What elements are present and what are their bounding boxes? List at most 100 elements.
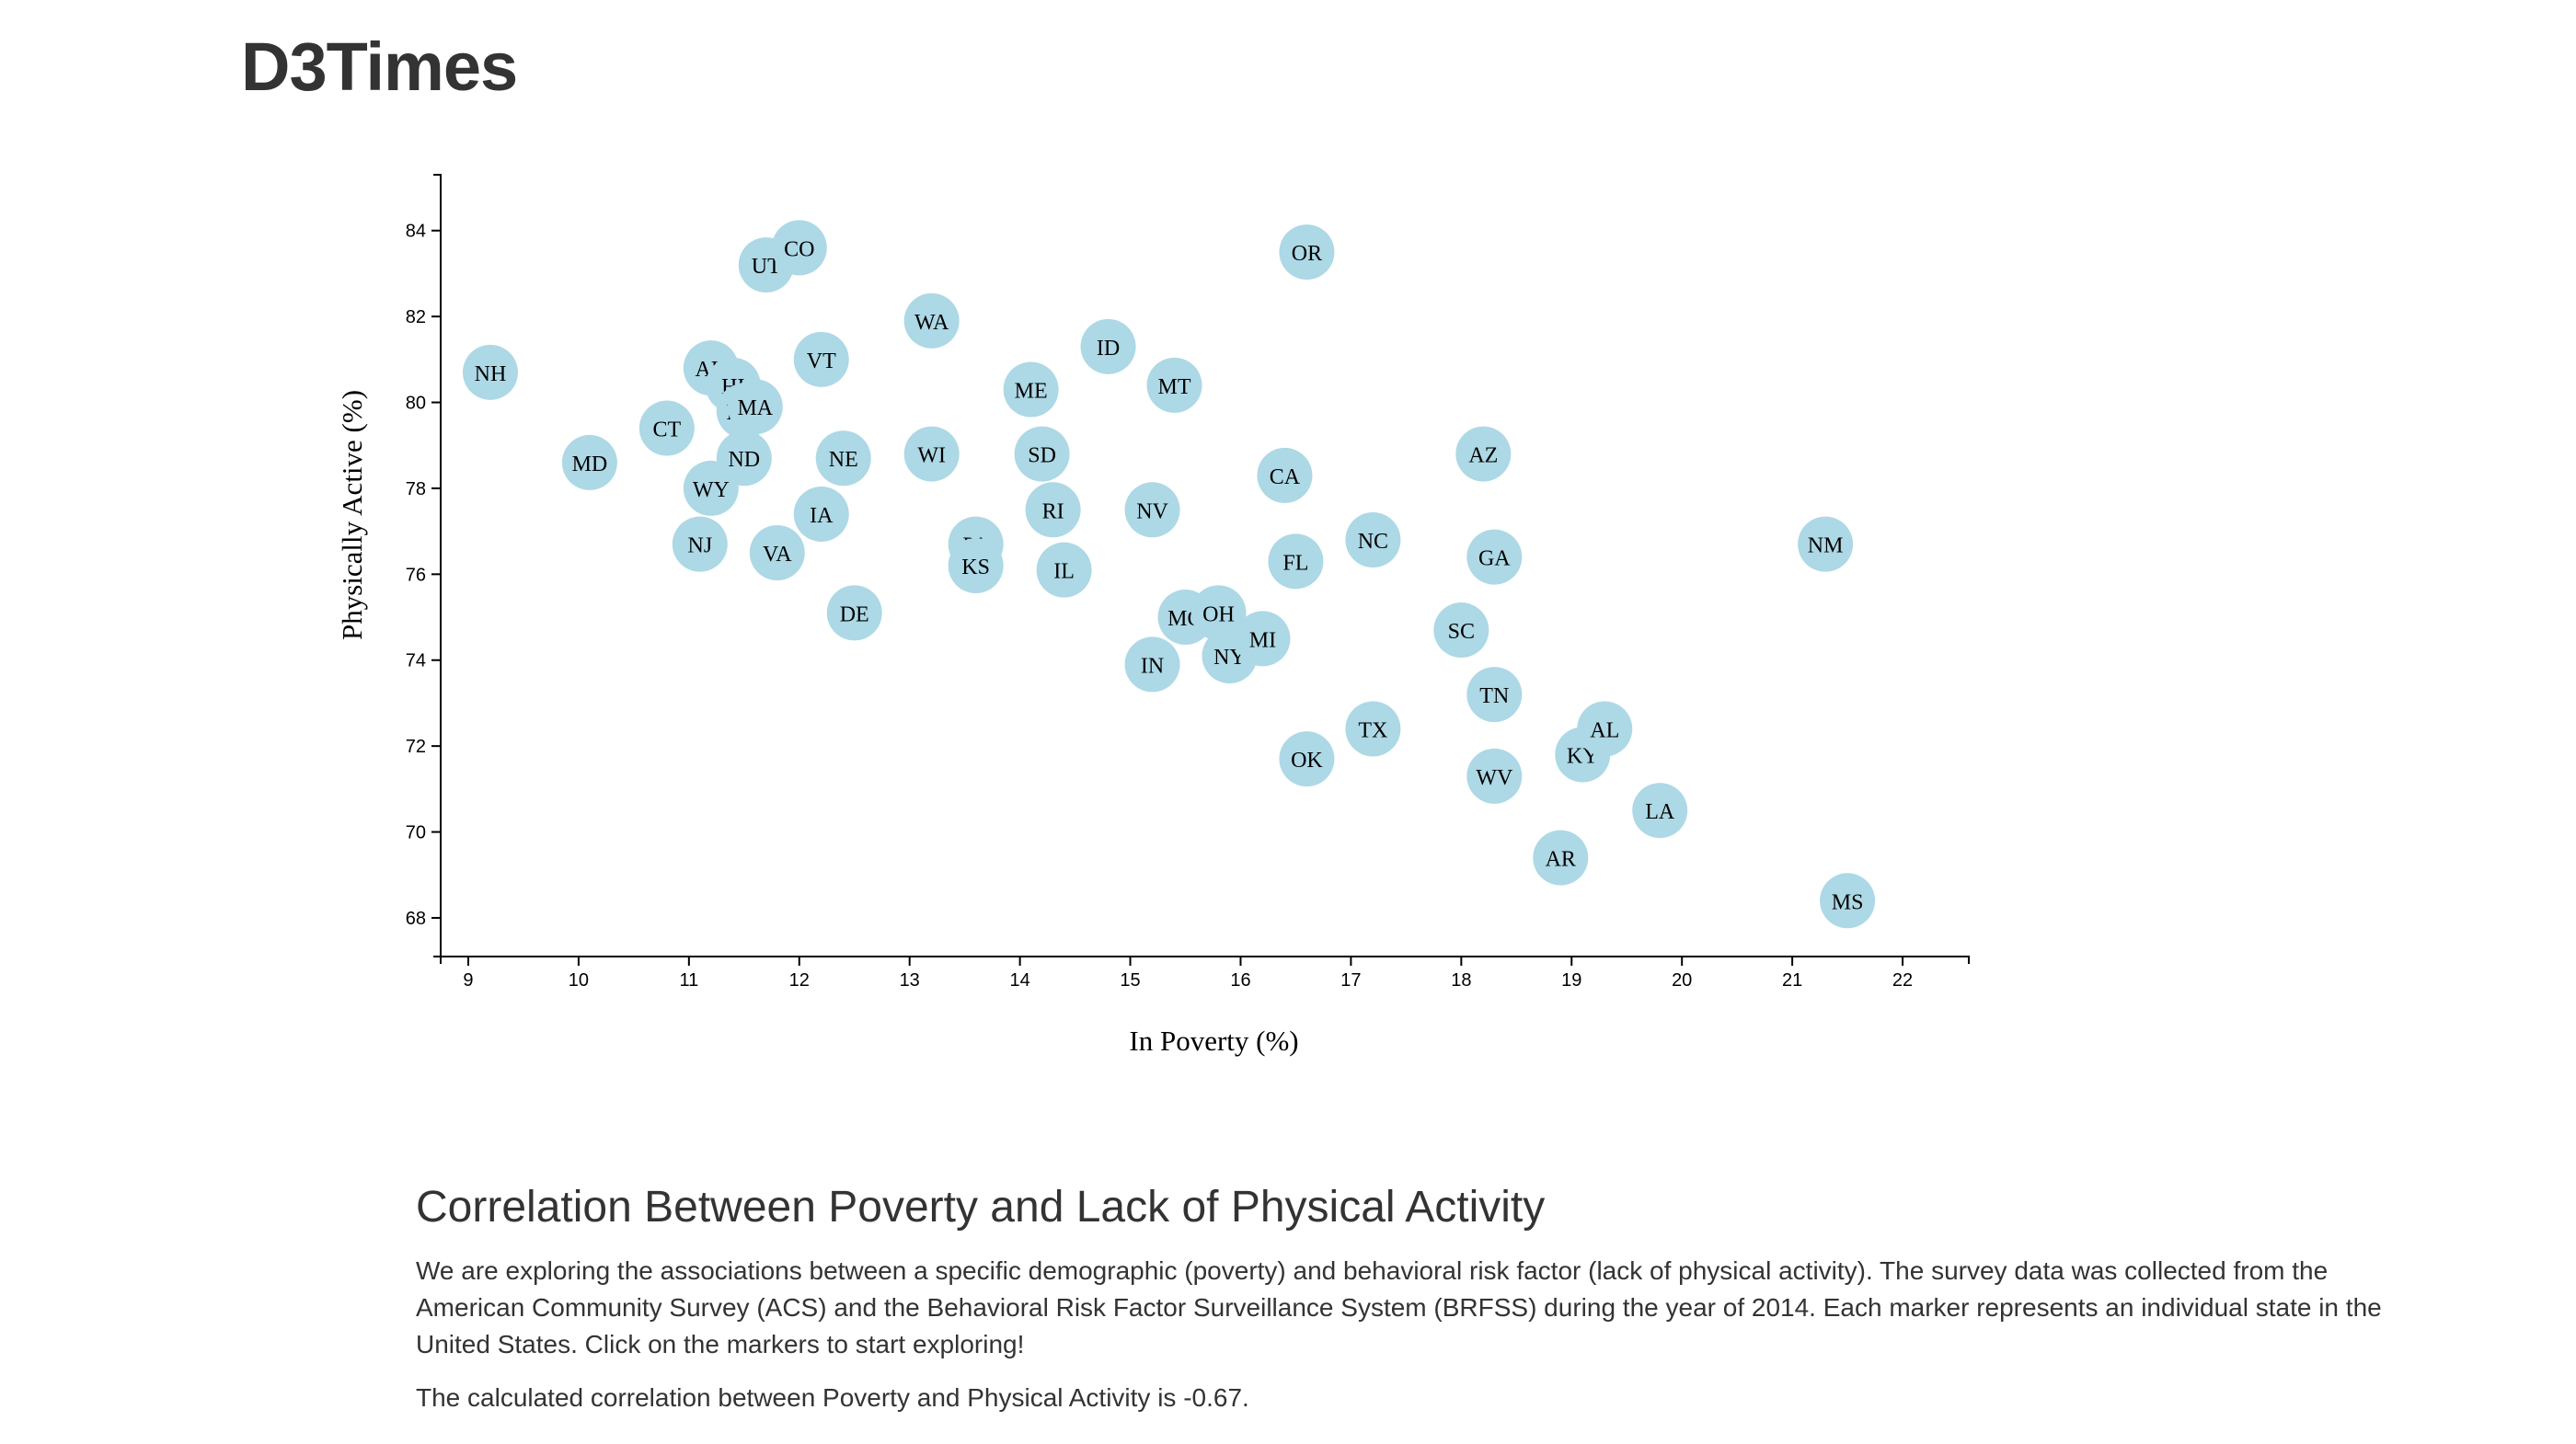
state-marker-nh[interactable]: NH (462, 344, 518, 400)
state-circle[interactable] (1455, 426, 1512, 482)
state-marker-co[interactable]: CO (771, 220, 827, 276)
state-marker-me[interactable]: ME (1003, 361, 1059, 418)
state-label: MS (1832, 890, 1864, 914)
state-marker-al[interactable]: AL (1577, 701, 1633, 757)
state-circle[interactable] (1124, 482, 1180, 538)
state-marker-or[interactable]: OR (1279, 224, 1335, 281)
state-circle[interactable] (1146, 357, 1202, 413)
state-circle[interactable] (1025, 482, 1081, 538)
state-marker-nj[interactable]: NJ (672, 516, 728, 572)
state-marker-wv[interactable]: WV (1466, 748, 1523, 804)
x-tick-label: 10 (569, 970, 589, 991)
state-marker-va[interactable]: VA (749, 524, 805, 580)
x-tick-label: 12 (789, 970, 810, 991)
state-marker-ma[interactable]: MA (727, 379, 783, 435)
state-label: ND (728, 448, 760, 472)
state-circle[interactable] (638, 400, 695, 456)
state-marker-wa[interactable]: WA (903, 292, 960, 349)
state-marker-fl[interactable]: FL (1268, 533, 1324, 590)
state-circle[interactable] (793, 486, 849, 542)
state-circle[interactable] (1003, 361, 1059, 418)
state-marker-de[interactable]: DE (826, 585, 882, 641)
state-label: NC (1358, 530, 1388, 554)
state-circle[interactable] (1257, 447, 1313, 503)
x-tick-label: 17 (1340, 970, 1361, 991)
state-circle[interactable] (727, 379, 783, 435)
state-circle[interactable] (1466, 667, 1523, 723)
x-tick-label: 11 (679, 970, 698, 991)
state-circle[interactable] (462, 344, 518, 400)
state-circle[interactable] (771, 220, 827, 276)
state-circle[interactable] (948, 538, 1004, 593)
state-circle[interactable] (1036, 542, 1092, 598)
state-marker-md[interactable]: MD (561, 434, 617, 490)
state-marker-nm[interactable]: NM (1798, 516, 1854, 572)
y-axis-line (433, 174, 442, 957)
state-marker-mi[interactable]: MI (1235, 611, 1291, 667)
state-circle[interactable] (815, 430, 871, 487)
x-tick-label: 19 (1561, 970, 1581, 991)
state-marker-il[interactable]: IL (1036, 542, 1092, 598)
state-circle[interactable] (1124, 636, 1180, 693)
state-marker-nc[interactable]: NC (1345, 511, 1401, 567)
state-marker-mt[interactable]: MT (1146, 357, 1202, 413)
state-marker-tn[interactable]: TN (1466, 667, 1523, 723)
state-circle[interactable] (1577, 701, 1633, 757)
x-tick-label: 21 (1782, 970, 1802, 991)
state-circle[interactable] (1466, 529, 1523, 585)
x-tick-label: 15 (1120, 970, 1140, 991)
y-tick-label: 82 (406, 307, 426, 327)
state-circle[interactable] (1014, 426, 1070, 482)
state-marker-az[interactable]: AZ (1455, 426, 1512, 482)
state-circle[interactable] (1820, 873, 1876, 929)
state-marker-sc[interactable]: SC (1433, 602, 1489, 659)
state-circle[interactable] (826, 585, 882, 641)
state-circle[interactable] (1190, 585, 1247, 641)
state-circle[interactable] (1279, 224, 1335, 281)
state-circle[interactable] (716, 430, 772, 487)
state-marker-wi[interactable]: WI (903, 426, 960, 482)
state-circle[interactable] (1235, 611, 1291, 667)
state-marker-oh[interactable]: OH (1190, 585, 1247, 641)
state-circle[interactable] (903, 292, 960, 349)
scatter-chart-svg: 9 10 11 12 13 14 15 16 17 18 19 20 21 22 68 70 72 74 76 78 8… (336, 174, 1970, 1057)
state-circle[interactable] (793, 331, 849, 387)
state-marker-vt[interactable]: VT (793, 331, 849, 387)
state-marker-la[interactable]: LA (1632, 783, 1688, 839)
state-marker-ar[interactable]: AR (1533, 830, 1589, 886)
state-marker-ia[interactable]: IA (793, 486, 849, 542)
scatter-chart: 9 10 11 12 13 14 15 16 17 18 19 20 21 22 68 70 72 74 76 78 8… (336, 174, 1970, 1057)
state-circle[interactable] (672, 516, 728, 572)
state-circle[interactable] (1268, 533, 1324, 590)
state-marker-sd[interactable]: SD (1014, 426, 1070, 482)
state-circle[interactable] (1632, 783, 1688, 839)
state-marker-nv[interactable]: NV (1124, 482, 1180, 538)
state-label: NM (1808, 534, 1844, 558)
state-circle[interactable] (561, 434, 617, 490)
state-circle[interactable] (1433, 602, 1489, 659)
state-marker-ks[interactable]: KS (948, 538, 1004, 593)
state-circle[interactable] (1345, 511, 1401, 567)
state-label: VA (763, 543, 792, 567)
state-label: VT (807, 350, 836, 373)
state-circle[interactable] (1279, 731, 1335, 787)
state-circle[interactable] (1080, 318, 1136, 374)
state-circle[interactable] (1466, 748, 1523, 804)
state-circle[interactable] (1345, 701, 1401, 757)
state-marker-ms[interactable]: MS (1820, 873, 1876, 929)
state-circle[interactable] (1798, 516, 1854, 572)
state-marker-ct[interactable]: CT (638, 400, 695, 456)
state-marker-ri[interactable]: RI (1025, 482, 1081, 538)
state-marker-ca[interactable]: CA (1257, 447, 1313, 503)
state-marker-in[interactable]: IN (1124, 636, 1180, 693)
state-marker-ok[interactable]: OK (1279, 731, 1335, 787)
state-marker-tx[interactable]: TX (1345, 701, 1401, 757)
state-marker-ga[interactable]: GA (1466, 529, 1523, 585)
state-circle[interactable] (749, 524, 805, 580)
state-circle[interactable] (1533, 830, 1589, 886)
state-marker-ne[interactable]: NE (815, 430, 871, 487)
state-marker-id[interactable]: ID (1080, 318, 1136, 374)
y-tick-label: 78 (406, 479, 426, 499)
state-circle[interactable] (903, 426, 960, 482)
state-marker-nd[interactable]: ND (716, 430, 772, 487)
